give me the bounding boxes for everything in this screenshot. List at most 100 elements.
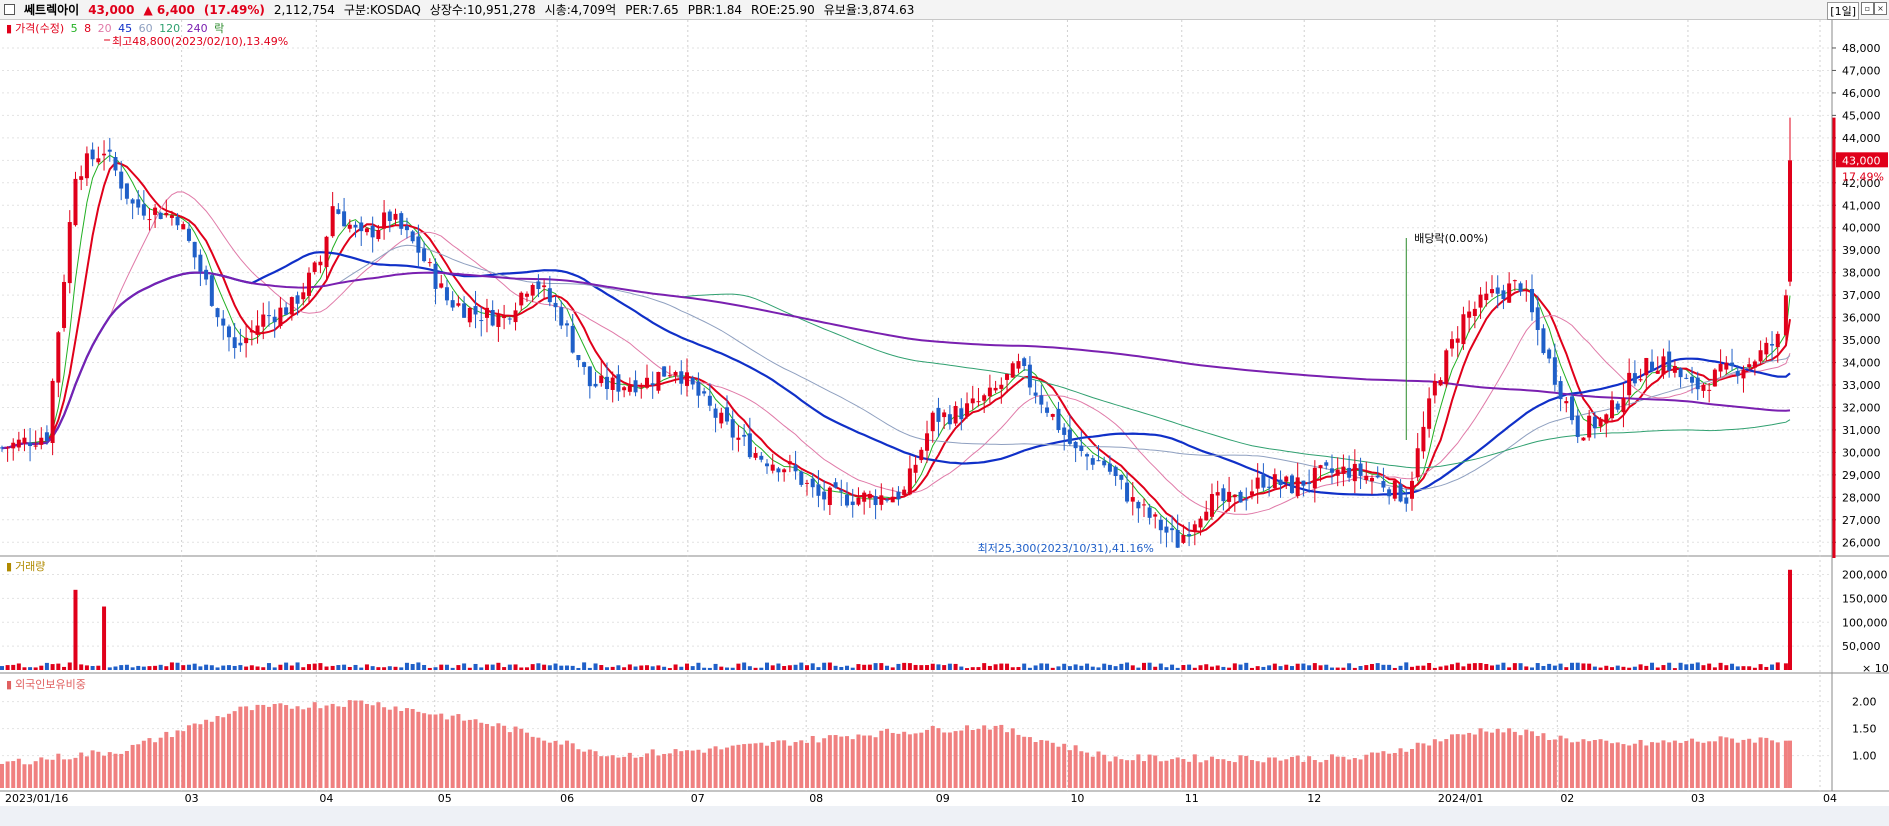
candle-body [799, 471, 804, 485]
foreign-bar [1484, 731, 1489, 788]
x-tick-label: 05 [438, 792, 452, 805]
candle-body [1449, 339, 1454, 349]
candle-body [39, 437, 44, 445]
foreign-bar [913, 733, 918, 788]
foreign-bar [753, 743, 758, 788]
foreign-bar [353, 700, 358, 788]
candle-body [982, 395, 987, 401]
candle-body [175, 216, 180, 226]
foreign-bar [1289, 756, 1294, 788]
candle-body [1045, 407, 1050, 413]
candle-body [1102, 460, 1107, 466]
close-icon[interactable]: × [1874, 2, 1887, 15]
volume-bar [261, 667, 266, 670]
foreign-bar [1747, 738, 1752, 788]
foreign-bar [244, 706, 249, 788]
candle-body [450, 300, 455, 308]
candle-body [444, 287, 449, 301]
candle-body [650, 383, 655, 386]
price-legend-mark: ▮ [6, 22, 13, 35]
volume-bar [856, 664, 861, 670]
candle-body [364, 228, 369, 233]
volume-bar [278, 664, 283, 670]
volume-bar [387, 666, 392, 670]
ma20-legend: 20 [97, 22, 112, 35]
candle-body [238, 342, 243, 346]
volume-bar [799, 662, 804, 670]
volume-bar [1147, 662, 1152, 670]
foreign-bar [959, 730, 964, 788]
period-button[interactable]: [1일] [1827, 2, 1859, 20]
volume-bar [753, 667, 758, 670]
foreign-bar [1244, 755, 1249, 788]
candle-body [913, 464, 918, 473]
candle-body [947, 414, 952, 425]
volume-bar [536, 663, 541, 670]
candle-body [747, 433, 752, 458]
candle-body [1209, 494, 1214, 517]
candle-body [770, 464, 775, 471]
foreign-bar [1170, 759, 1175, 788]
volume-bar [113, 666, 118, 670]
candle-body [312, 262, 317, 272]
foreign-bar [1335, 756, 1340, 788]
volume-bar [1644, 665, 1649, 670]
volume-bar [1153, 666, 1158, 670]
candle-body [1764, 342, 1769, 355]
select-checkbox[interactable] [4, 4, 15, 15]
foreign-bar [1005, 732, 1010, 788]
volume-bar [50, 664, 55, 670]
foreign-bar [439, 713, 444, 788]
volume-bar [902, 662, 907, 670]
foreign-bar [393, 706, 398, 788]
foreign-bar [1735, 742, 1740, 788]
candle-body [564, 323, 569, 326]
foreign-tick-label: 1.00 [1852, 750, 1877, 763]
volume-bar [862, 664, 867, 670]
foreign-bar [1524, 729, 1529, 788]
volume-tick-label: 50,000 [1842, 640, 1881, 653]
scroll-bar[interactable] [0, 806, 1889, 826]
volume-bar [28, 667, 33, 670]
foreign-bar [158, 737, 163, 788]
foreign-bar [524, 732, 529, 788]
candle-body [1718, 363, 1723, 372]
volume-bar [33, 667, 38, 670]
ma60-legend: 60 [138, 22, 153, 35]
candle-body [656, 371, 661, 391]
candle-body [33, 445, 38, 447]
volume-bar [62, 666, 67, 670]
candle-body [1204, 511, 1209, 521]
price-tick-label: 48,000 [1842, 42, 1881, 55]
volume-bar [1564, 667, 1569, 670]
candle-body [553, 302, 558, 308]
foreign-bar [610, 755, 615, 788]
candle-body [1130, 497, 1135, 502]
minimize-icon[interactable]: ▫ [1861, 2, 1874, 15]
volume-bar [1467, 663, 1472, 670]
candle-body [416, 236, 421, 253]
foreign-bar [1718, 736, 1723, 788]
volume-bar [582, 662, 587, 670]
foreign-bar [982, 725, 987, 788]
volume-bar [1039, 663, 1044, 670]
foreign-bar [919, 732, 924, 788]
price-tick-label: 37,000 [1842, 289, 1881, 302]
volume-bar [192, 663, 197, 670]
foreign-bar [1158, 761, 1163, 788]
volume-bar [73, 589, 78, 670]
candle-body [1318, 465, 1323, 469]
stock-name[interactable]: 쎄트렉아이 [24, 3, 80, 17]
volume-bar [1712, 667, 1717, 670]
foreign-tick-label: 1.50 [1852, 723, 1877, 736]
candle-body [393, 213, 398, 220]
candle-body [479, 320, 484, 322]
candle-body [1022, 358, 1027, 367]
volume-bar [1783, 663, 1788, 670]
volume-bar [1678, 662, 1683, 670]
volume-bar [1507, 667, 1512, 670]
candle-body [1175, 530, 1180, 548]
candle-body [467, 307, 472, 323]
foreign-bar [1347, 759, 1352, 788]
